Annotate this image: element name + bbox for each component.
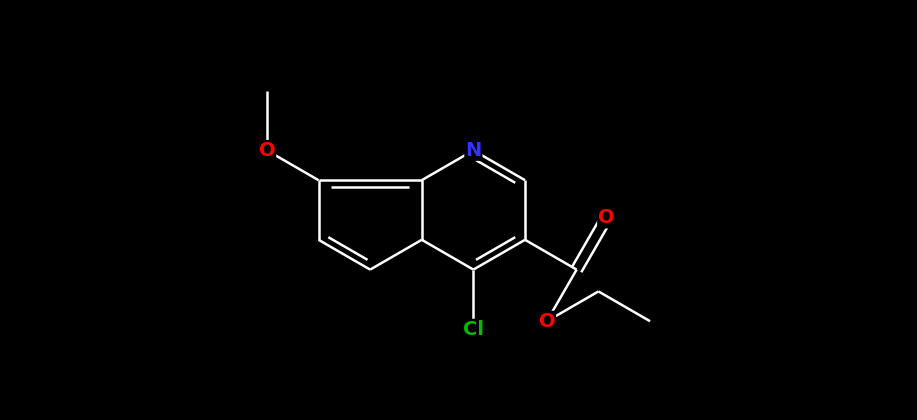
Text: N: N bbox=[465, 141, 481, 160]
Text: O: O bbox=[259, 141, 275, 160]
Text: O: O bbox=[538, 312, 555, 331]
Text: Cl: Cl bbox=[463, 320, 484, 339]
Text: O: O bbox=[598, 208, 614, 228]
